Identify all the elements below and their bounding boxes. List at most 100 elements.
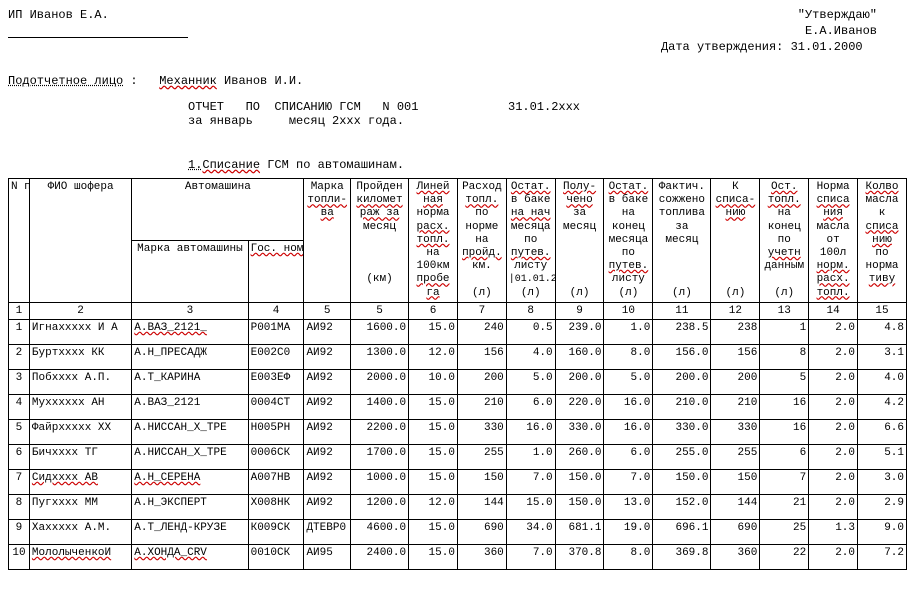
cell-fuel: АИ95 [304,544,351,569]
cell-n: 9 [9,519,30,544]
cell-fio: Мухххххх АН [29,394,131,419]
cell-gov: 0006СК [248,444,304,469]
table-row: 7Сидхххх АВА.Н_СЕРЕНАА007НВАИ921000.015.… [9,469,907,494]
cell-koil: 2.9 [858,494,907,519]
cell-km: 1400.0 [350,394,408,419]
cell-oacc: 21 [760,494,809,519]
cell-rash: 255 [457,444,506,469]
cell-koil: 4.8 [858,319,907,344]
cell-fuel: АИ92 [304,419,351,444]
cell-n: 5 [9,419,30,444]
cell-km: 1300.0 [350,344,408,369]
cell-gov: К009СК [248,519,304,544]
cell-got: 370.8 [555,544,604,569]
account-person-role: Механник [159,74,217,88]
cell-koil: 5.1 [858,444,907,469]
col-oacc: Ост.топл.наконецпоучетнданным(л) [760,179,809,303]
col-n: N п/п [9,179,30,303]
cell-km: 2000.0 [350,369,408,394]
col-car-group: Автомашина [132,179,304,241]
cell-n: 3 [9,369,30,394]
cell-line: 15.0 [409,444,458,469]
cell-line: 15.0 [409,419,458,444]
cell-noil: 2.0 [809,544,858,569]
cell-gov: 0010СК [248,544,304,569]
cell-fuel: АИ92 [304,344,351,369]
table-row: 4Мухххххх АНА.ВАЗ_21210004СТАИ921400.015… [9,394,907,419]
cell-gov: 0004СТ [248,394,304,419]
header-line2: Е.А.Иванов Дата утверждения: 31.01.2000 [8,24,907,54]
cell-rash: 360 [457,544,506,569]
cell-osts: 0.5 [506,319,555,344]
cell-koil: 9.0 [858,519,907,544]
account-person-name: Иванов И.И. [224,74,303,88]
col-km: Пройденкилометраж замесяц(км) [350,179,408,303]
cell-fuel: АИ92 [304,469,351,494]
table-row: 8Пугхххх ММА.Н_ЭКСПЕРТХ008НКАИ921200.012… [9,494,907,519]
cell-fact: 200.0 [653,369,711,394]
cell-km: 1200.0 [350,494,408,519]
table-body: 1Игнаххххх И АА.ВАЗ_2121_Р001МААИ921600.… [9,319,907,569]
cell-wo: 200 [711,369,760,394]
table-row: 3Побхххх А.П.А.Т_КАРИНАЕ003ЕФАИ922000.01… [9,369,907,394]
cell-n: 8 [9,494,30,519]
cell-noil: 2.0 [809,369,858,394]
cell-got: 150.0 [555,469,604,494]
cell-gov: Н005РН [248,419,304,444]
cell-rash: 150 [457,469,506,494]
table-row: 5Файрххххх ХХА.НИССАН_Х_ТРЕН005РНАИ92220… [9,419,907,444]
cell-gov: Е002С0 [248,344,304,369]
table-row: 2Буртхххх ККА.Н_ПРЕСАДЖЕ002С0АИ921300.01… [9,344,907,369]
col-gov: Гос. номер [248,240,304,302]
cell-oacc: 16 [760,419,809,444]
cell-osts: 34.0 [506,519,555,544]
cell-fact: 696.1 [653,519,711,544]
cell-rash: 144 [457,494,506,519]
cell-fact: 238.5 [653,319,711,344]
col-fuel: Маркатопли-ва [304,179,351,303]
cell-got: 200.0 [555,369,604,394]
cell-n: 2 [9,344,30,369]
cell-fio: Игнаххххх И А [29,319,131,344]
cell-gov: Р001МА [248,319,304,344]
cell-brand: А.НИССАН_Х_ТРЕ [132,419,248,444]
cell-rash: 200 [457,369,506,394]
cell-koil: 7.2 [858,544,907,569]
cell-wo: 255 [711,444,760,469]
cell-km: 2400.0 [350,544,408,569]
cell-koil: 4.0 [858,369,907,394]
col-fact: Фактич.сожженотопливазамесяц(л) [653,179,711,303]
cell-line: 10.0 [409,369,458,394]
cell-oacc: 6 [760,444,809,469]
cell-oste: 7.0 [604,469,653,494]
report-line2: за январь месяц 2ххх года. [188,114,907,128]
col-rash: Расходтопл.понорменапройд.км.(л) [457,179,506,303]
cell-osts: 16.0 [506,419,555,444]
cell-brand: А.Н_ЭКСПЕРТ [132,494,248,519]
approver-name: Е.А.Иванов [805,24,877,38]
cell-oacc: 7 [760,469,809,494]
approve-date-label: Дата утверждения: [661,40,783,54]
cell-n: 6 [9,444,30,469]
company-name: ИП Иванов Е.А. [8,8,109,22]
cell-km: 2200.0 [350,419,408,444]
cell-fuel: АИ92 [304,319,351,344]
cell-fio: Сидхххх АВ [29,469,131,494]
cell-wo: 360 [711,544,760,569]
table-row: 6Бичхххх ТГА.НИССАН_Х_ТРЕ0006СКАИ921700.… [9,444,907,469]
cell-km: 1000.0 [350,469,408,494]
cell-noil: 2.0 [809,494,858,519]
cell-wo: 150 [711,469,760,494]
cell-fact: 255.0 [653,444,711,469]
cell-n: 7 [9,469,30,494]
cell-oste: 16.0 [604,394,653,419]
cell-brand: А.НИССАН_Х_ТРЕ [132,444,248,469]
cell-brand: А.Н_СЕРЕНА [132,469,248,494]
col-oste: Остат.в бакенаконецмесяцапопутев.листу(л… [604,179,653,303]
cell-noil: 2.0 [809,444,858,469]
cell-oacc: 22 [760,544,809,569]
cell-brand: А.Н_ПРЕСАДЖ [132,344,248,369]
cell-fuel: АИ92 [304,394,351,419]
cell-wo: 144 [711,494,760,519]
col-koil: Колвомаслаксписаниюпонормативу [858,179,907,303]
